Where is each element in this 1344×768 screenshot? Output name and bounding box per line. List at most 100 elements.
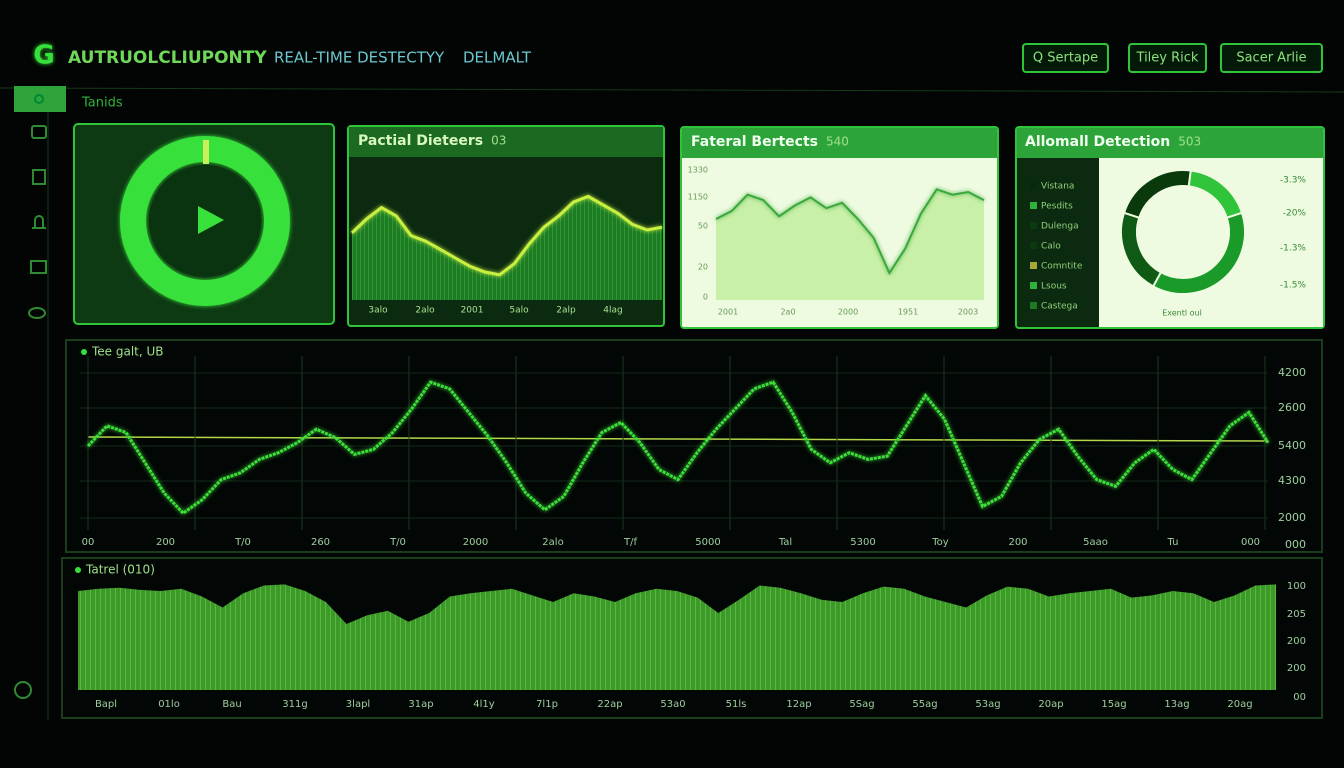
x-label: T/0 [389,537,406,548]
card-title: Pactial Dieteers [358,133,483,149]
x-label: Tu [1167,537,1179,548]
legend-swatch [1030,242,1037,249]
button-label[interactable]: Q Sertape [1033,51,1098,66]
x-label: 51ls [726,699,747,710]
card-title: Allomall Detection [1025,134,1170,150]
ring-label: -1.3% [1280,244,1307,254]
y-label: 20 [698,263,708,272]
x-label: 1951 [898,308,918,317]
search-icon[interactable] [34,94,44,104]
x-label: 2alo [542,537,563,548]
x-label: 22ap [597,699,622,710]
y-label: 200 [1287,663,1306,674]
section-label: Tanids [81,96,123,111]
y-label: 000 [1285,538,1306,551]
x-label: 01lo [158,699,180,710]
x-label: 20ag [1227,699,1252,710]
x-label: 200 [1008,537,1027,548]
y-label: 2600 [1278,401,1306,414]
x-label: 2alo [415,306,435,316]
button-label[interactable]: Tiley Rick [1136,51,1199,66]
x-label: Tal [778,537,792,548]
dot [75,567,81,573]
card-header [682,128,997,158]
button[interactable] [1022,43,1109,73]
y-label: 100 [1287,581,1306,592]
legend-swatch [1030,282,1037,289]
ring-label: -3.3% [1280,176,1307,186]
x-label: 260 [311,537,330,548]
legend-swatch [1030,262,1037,269]
card-badge: 503 [1178,135,1201,149]
x-label: 3alo [368,306,388,316]
ring-marker [203,140,209,164]
ring-label: -20% [1283,209,1307,219]
x-label: Bau [222,699,241,710]
y-label: 2000 [1278,511,1306,524]
x-label: 2a0 [780,308,795,317]
x-label: 5Sag [849,699,874,710]
x-label: T/0 [234,537,251,548]
x-label: 2000 [463,537,488,548]
area [78,584,1276,690]
legend-label: Castega [1041,302,1078,312]
button[interactable] [1220,43,1323,73]
x-label: 2alp [556,306,576,316]
y-label: 4200 [1278,366,1306,379]
sidebar-icons[interactable] [14,125,47,699]
line [86,380,1270,516]
y-label: 1150 [688,193,708,202]
legend-swatch [1030,202,1037,209]
x-label: 2000 [838,308,858,317]
x-label: 53a0 [660,699,685,710]
chart-title: Tatrel (010) [85,563,155,577]
x-label: 7l1p [536,699,558,710]
x-label: 5alo [509,306,529,316]
nav-item[interactable]: REAL-TIME DESTECTYY [274,49,445,67]
card-badge: 540 [826,135,849,149]
sidebar-active[interactable] [14,86,66,112]
y-label: 200 [1287,636,1306,647]
nav-item[interactable]: DELMALT [463,49,532,67]
card-badge: 03 [491,134,506,148]
x-label: 4lag [603,306,622,316]
legend-label: Comntite [1041,262,1083,272]
dot [81,349,87,355]
button-label[interactable]: Sacer Arlie [1236,51,1306,66]
x-label: T/f [623,537,637,548]
x-label: 5aao [1083,537,1108,548]
legend-label: Vistana [1041,182,1074,192]
x-label: Toy [931,537,949,548]
y-label: 00 [1293,692,1306,703]
y-label: 4300 [1278,474,1306,487]
line [350,194,663,277]
area [352,196,662,300]
x-label: 3lapl [346,699,370,710]
x-label: 2001 [461,306,484,316]
donut-segment [1120,211,1163,288]
x-label: 53ag [975,699,1000,710]
x-label: 12ap [786,699,811,710]
x-label: 00 [82,537,95,548]
x-label: 2003 [958,308,978,317]
x-label: 13ag [1164,699,1189,710]
x-label: 5000 [695,537,720,548]
header-divider [0,87,1344,93]
legend-label: Pesdits [1041,202,1073,212]
card-header [349,127,663,157]
button[interactable] [1128,43,1207,73]
y-label: 5400 [1278,439,1306,452]
card-header [1017,128,1323,158]
play-button[interactable] [198,206,224,234]
legend-swatch [1030,182,1037,189]
card-title: Fateral Bertects [691,134,818,150]
x-label: 2001 [718,308,738,317]
donut-footer: Exentl oul [1162,309,1202,318]
legend-swatch [1030,222,1037,229]
area [716,189,984,300]
line [715,188,985,276]
threshold-line [87,436,1269,442]
x-label: 15ag [1101,699,1126,710]
logo: G [33,41,54,71]
